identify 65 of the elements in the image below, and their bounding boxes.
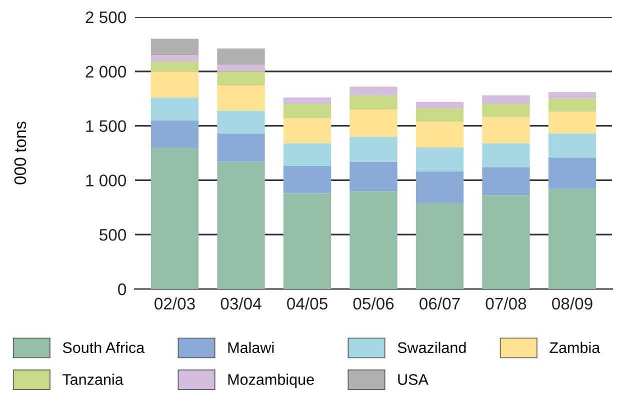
bar [217, 86, 265, 111]
bar [283, 98, 332, 104]
bar [416, 102, 464, 108]
bar [416, 171, 464, 204]
bar [283, 118, 332, 144]
bar [150, 38, 199, 56]
bar [150, 55, 199, 62]
x-tick-label: 04/05 [287, 297, 328, 310]
bar [150, 120, 199, 148]
bar [416, 203, 464, 289]
bar [548, 133, 596, 158]
x-tick-label: 03/04 [220, 297, 262, 310]
legend-label: USA [398, 374, 428, 385]
bar [217, 110, 265, 134]
y-tick-label: 0 [118, 283, 126, 296]
bar [217, 162, 265, 289]
legend-label: Zambia [550, 342, 600, 354]
bar [350, 95, 398, 110]
y-tick-label: 1 500 [86, 120, 126, 132]
legend-label: Swaziland [398, 342, 466, 354]
bar [350, 136, 398, 162]
bar [350, 162, 398, 192]
x-tick-label: 08/09 [552, 297, 592, 310]
bar [283, 166, 332, 194]
y-tick-label: 2 000 [86, 66, 126, 78]
y-tick-label: 1 000 [86, 174, 126, 186]
bar [350, 109, 398, 137]
bar [217, 64, 265, 72]
bar [150, 71, 199, 98]
x-tick-label: 02/03 [154, 297, 195, 310]
bar [416, 108, 464, 122]
bar [482, 104, 530, 118]
legend-label: Malawi [228, 342, 274, 354]
bar [548, 112, 596, 134]
bar [283, 104, 332, 118]
bar [548, 157, 596, 189]
y-axis-title: 000 tons [14, 122, 26, 184]
bar [548, 92, 596, 99]
bar [217, 48, 265, 65]
bar [416, 148, 464, 172]
x-tick-label: 07/08 [486, 297, 526, 310]
bar [350, 86, 398, 96]
legend-label: Mozambique [228, 374, 314, 388]
bar [150, 62, 199, 72]
bar [482, 195, 530, 289]
bar [548, 188, 596, 289]
bar [283, 143, 332, 166]
x-tick-label: 05/06 [353, 297, 394, 310]
bar [150, 98, 199, 120]
bar [416, 121, 464, 148]
x-tick-label: 06/07 [420, 297, 460, 310]
bar [217, 71, 265, 86]
bar [283, 193, 332, 289]
bar [482, 167, 530, 196]
bar [150, 148, 199, 289]
y-tick-label: 500 [100, 229, 126, 241]
legend-label: Tanzania [62, 374, 124, 385]
bar [350, 191, 398, 289]
bar [548, 98, 596, 112]
bar [482, 95, 530, 104]
bar [482, 143, 530, 168]
bar [482, 117, 530, 144]
bar [217, 133, 265, 162]
y-tick-label: 2 500 [86, 11, 126, 24]
legend-label: South Africa [62, 342, 145, 354]
